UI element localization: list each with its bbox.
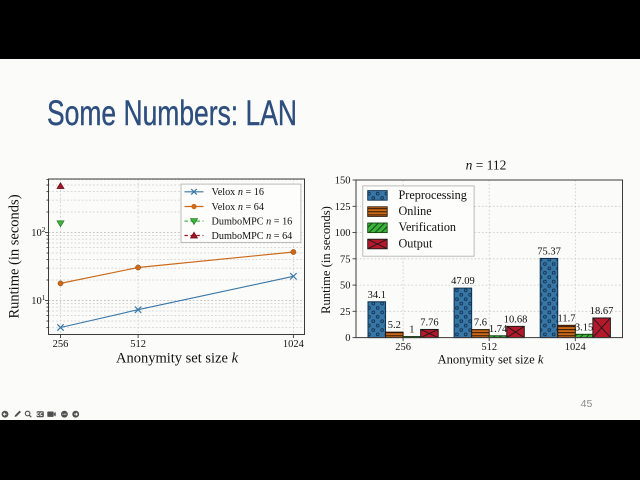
svg-text:DumboMPC n = 16: DumboMPC n = 16 — [212, 217, 293, 228]
svg-text:102: 102 — [31, 225, 46, 239]
svg-text:256: 256 — [395, 342, 411, 353]
svg-text:Verification: Verification — [399, 220, 457, 234]
svg-text:Anonymity set size k: Anonymity set size k — [116, 351, 239, 367]
svg-text:5.2: 5.2 — [388, 320, 401, 331]
svg-text:DumboMPC n = 64: DumboMPC n = 64 — [212, 231, 293, 242]
svg-text:11.7: 11.7 — [558, 313, 576, 324]
svg-text:256: 256 — [53, 339, 69, 350]
svg-text:10.68: 10.68 — [504, 314, 528, 325]
svg-text:1.74: 1.74 — [489, 324, 508, 335]
svg-text:Runtime (in seconds): Runtime (in seconds) — [319, 206, 333, 314]
svg-text:7.76: 7.76 — [420, 317, 438, 328]
svg-text:512: 512 — [130, 339, 146, 350]
svg-text:0: 0 — [345, 333, 350, 344]
svg-text:1: 1 — [409, 325, 414, 336]
svg-text:7.6: 7.6 — [474, 318, 487, 329]
svg-text:Output: Output — [399, 236, 433, 250]
svg-text:125: 125 — [335, 202, 351, 213]
svg-text:45: 45 — [581, 398, 593, 410]
svg-text:Velox n = 16: Velox n = 16 — [212, 187, 264, 198]
svg-text:Online: Online — [399, 204, 432, 218]
svg-text:Anonymity set size k: Anonymity set size k — [438, 353, 544, 367]
svg-text:3.15: 3.15 — [575, 322, 593, 333]
svg-text:1024: 1024 — [283, 339, 305, 350]
svg-text:101: 101 — [31, 293, 46, 307]
svg-text:18.67: 18.67 — [590, 306, 614, 317]
svg-text:512: 512 — [481, 342, 497, 353]
svg-text:150: 150 — [335, 176, 351, 187]
svg-text:34.1: 34.1 — [368, 290, 386, 301]
svg-text:n = 112: n = 112 — [466, 158, 507, 173]
svg-text:75: 75 — [340, 254, 351, 265]
svg-text:25: 25 — [340, 307, 351, 318]
svg-text:50: 50 — [340, 281, 351, 292]
svg-text:Runtime (in seconds): Runtime (in seconds) — [7, 194, 23, 318]
svg-text:47.09: 47.09 — [451, 276, 475, 287]
svg-text:Velox n = 64: Velox n = 64 — [212, 202, 264, 213]
svg-text:1024: 1024 — [565, 342, 587, 353]
svg-text:75.37: 75.37 — [537, 246, 561, 257]
svg-text:Preprocessing: Preprocessing — [399, 188, 467, 202]
svg-text:100: 100 — [335, 228, 351, 239]
